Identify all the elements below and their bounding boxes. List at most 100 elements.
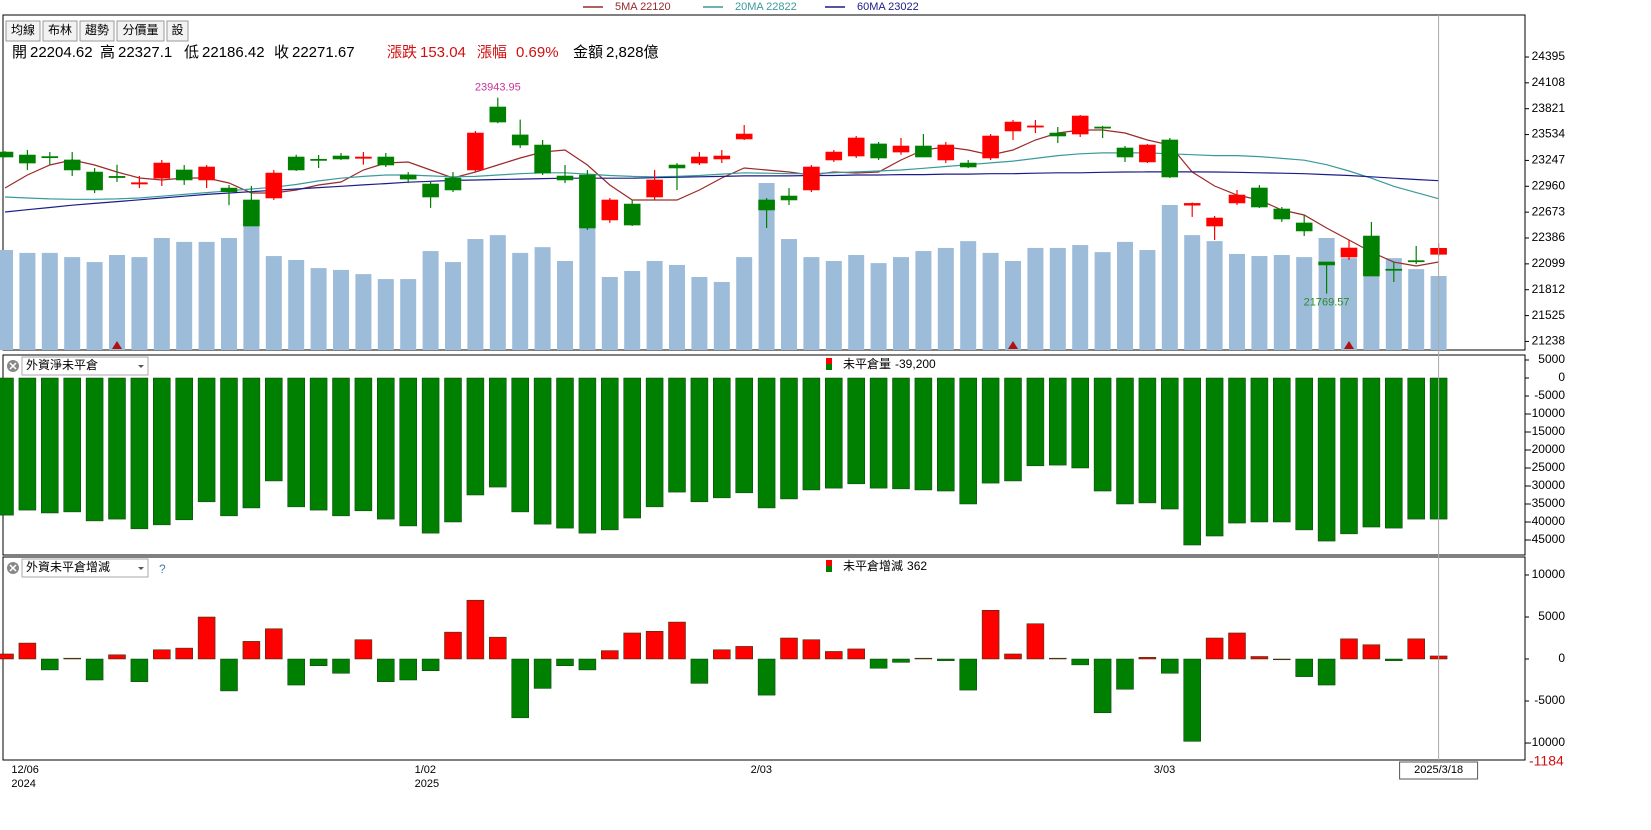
- y-tick-label: -10000: [1528, 406, 1566, 420]
- toolbar-button-label[interactable]: 均線: [11, 22, 35, 37]
- candle-body: [1049, 132, 1067, 137]
- bar: [265, 377, 283, 482]
- selector[interactable]: [21, 558, 149, 578]
- volume-bar: [176, 241, 193, 350]
- volume-bar: [1005, 261, 1021, 350]
- volume-bar: [0, 250, 13, 350]
- volume-bar: [937, 247, 954, 350]
- volume-bar: [221, 237, 237, 350]
- volume-bar: [310, 268, 327, 350]
- signal-marker: [1008, 341, 1018, 349]
- volume-bar: [355, 274, 372, 350]
- bar: [601, 377, 619, 531]
- bar: [1362, 377, 1381, 528]
- signal-marker: [1344, 341, 1354, 349]
- bar: [892, 658, 910, 663]
- y-tick-label: 21812: [1532, 282, 1566, 296]
- toolbar-button-label[interactable]: 分價量: [122, 23, 158, 37]
- candle-body: [1183, 203, 1201, 206]
- bar: [645, 631, 664, 660]
- volume-bar: [512, 252, 529, 350]
- toolbar-button[interactable]: [166, 20, 189, 42]
- legend-name: 未平倉增減: [843, 558, 903, 573]
- bar: [1183, 658, 1201, 742]
- toolbar-button[interactable]: [116, 20, 165, 42]
- candle-body: [332, 155, 350, 160]
- bar: [1161, 377, 1179, 510]
- bar: [1362, 644, 1381, 660]
- candle-body: [646, 179, 663, 198]
- candle-body: [511, 134, 529, 146]
- bar: [1004, 377, 1022, 482]
- bar: [1205, 637, 1224, 660]
- ma-line: [4, 152, 1439, 200]
- bar: [63, 377, 81, 513]
- bar: [511, 658, 529, 719]
- bar: [18, 642, 37, 660]
- header-text: 開: [12, 44, 27, 61]
- selector-label[interactable]: 外資未平倉增減: [26, 559, 110, 574]
- volume-bar: [377, 279, 394, 350]
- bar: [1407, 638, 1425, 660]
- candle-body: [1385, 268, 1403, 271]
- bar: [41, 658, 59, 671]
- volume-bar: [64, 257, 81, 350]
- bar: [533, 377, 552, 525]
- toolbar-button-label[interactable]: 設: [171, 22, 183, 37]
- volume-bar: [1206, 241, 1223, 350]
- bar: [489, 636, 507, 660]
- y-tick-label: -25000: [1528, 460, 1566, 474]
- candle-body: [1295, 222, 1313, 232]
- candle-body: [377, 156, 395, 166]
- legend-label: 5MA 22120: [615, 1, 671, 13]
- candle-body: [422, 183, 439, 198]
- candle-body: [691, 156, 708, 164]
- volume-bar: [1251, 256, 1268, 350]
- header-text: 漲跌: [387, 44, 417, 61]
- volume-bar: [982, 252, 999, 350]
- bar: [959, 377, 977, 505]
- toolbar-button[interactable]: [5, 20, 41, 42]
- header-text: 153.04: [420, 44, 466, 61]
- toolbar-button-label[interactable]: 布林: [48, 23, 72, 37]
- bar: [309, 377, 328, 511]
- bar: [1071, 658, 1089, 666]
- selector[interactable]: [21, 356, 149, 376]
- bar: [444, 631, 462, 660]
- bar: [354, 377, 373, 512]
- candle-body: [758, 199, 775, 211]
- bar: [1116, 377, 1134, 505]
- volume-bar: [1296, 257, 1313, 350]
- selector-arrow: [138, 365, 144, 368]
- volume-bar: [198, 241, 215, 350]
- bar: [735, 646, 753, 660]
- toolbar-button-label[interactable]: 趨勢: [85, 22, 109, 37]
- candle-body: [220, 187, 238, 192]
- bar: [1116, 658, 1134, 690]
- candle-body: [1004, 121, 1022, 132]
- y-tick-label: -5000: [1534, 693, 1565, 707]
- bar: [197, 377, 216, 503]
- bar: [1273, 377, 1291, 523]
- toolbar-button[interactable]: [42, 20, 78, 42]
- bar: [1385, 658, 1403, 661]
- selector-label[interactable]: 外資淨未平倉: [26, 357, 98, 372]
- bar: [1250, 377, 1269, 523]
- bar: [1049, 377, 1067, 466]
- bar: [0, 377, 14, 516]
- bar: [1138, 377, 1157, 504]
- candle-body: [1161, 139, 1179, 178]
- volume-bar: [86, 262, 103, 350]
- volume-bar: [1139, 250, 1156, 350]
- candle-body: [310, 158, 327, 161]
- axis-end-label: -1184: [1529, 753, 1564, 769]
- toolbar-button[interactable]: [79, 20, 115, 42]
- bar: [623, 632, 641, 660]
- help-icon[interactable]: ?: [159, 562, 166, 576]
- candle-body: [467, 132, 484, 171]
- candle-body: [243, 199, 260, 227]
- bar: [601, 650, 619, 660]
- candle-body: [601, 199, 619, 221]
- candle-body: [1363, 235, 1380, 277]
- bar: [1205, 377, 1224, 537]
